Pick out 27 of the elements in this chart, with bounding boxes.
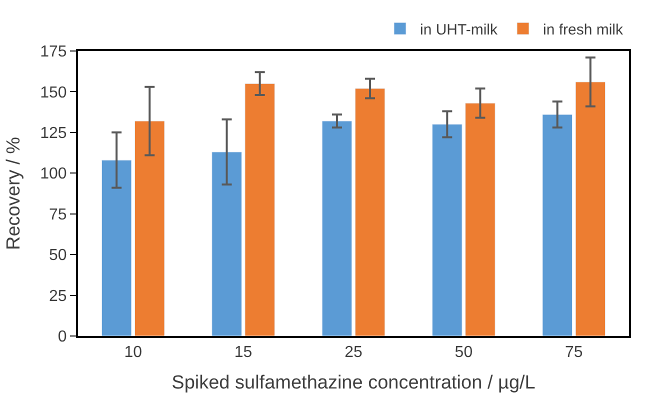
- x-axis-title: Spiked sulfamethazine concentration / µg/L: [172, 372, 536, 394]
- bar: [465, 102, 496, 336]
- bar: [542, 114, 572, 336]
- bar: [134, 120, 165, 336]
- bar: [212, 152, 242, 336]
- y-tick-label: 0: [58, 328, 67, 346]
- y-tick-label: 100: [40, 166, 67, 183]
- legend-label: in fresh milk: [543, 21, 624, 38]
- bar: [244, 83, 275, 336]
- y-tick-label: 75: [49, 206, 67, 224]
- y-tick-label: 175: [40, 44, 67, 61]
- bar: [322, 120, 352, 336]
- x-tick-label: 75: [565, 344, 583, 362]
- y-tick-label: 150: [40, 84, 67, 102]
- x-tick-label: 50: [454, 344, 473, 362]
- bar: [354, 88, 386, 336]
- x-tick-label: 10: [124, 344, 142, 362]
- y-tick-label: 50: [49, 247, 67, 264]
- y-tick-label: 25: [49, 288, 67, 305]
- y-tick-label: 125: [40, 125, 67, 142]
- x-tick-label: 15: [234, 344, 252, 362]
- legend-label: in UHT-milk: [420, 21, 498, 38]
- x-tick-label: 25: [344, 344, 362, 362]
- bar: [432, 124, 462, 336]
- bar: [575, 82, 606, 336]
- y-axis-title: Recovery / %: [3, 136, 24, 250]
- bar: [101, 160, 132, 336]
